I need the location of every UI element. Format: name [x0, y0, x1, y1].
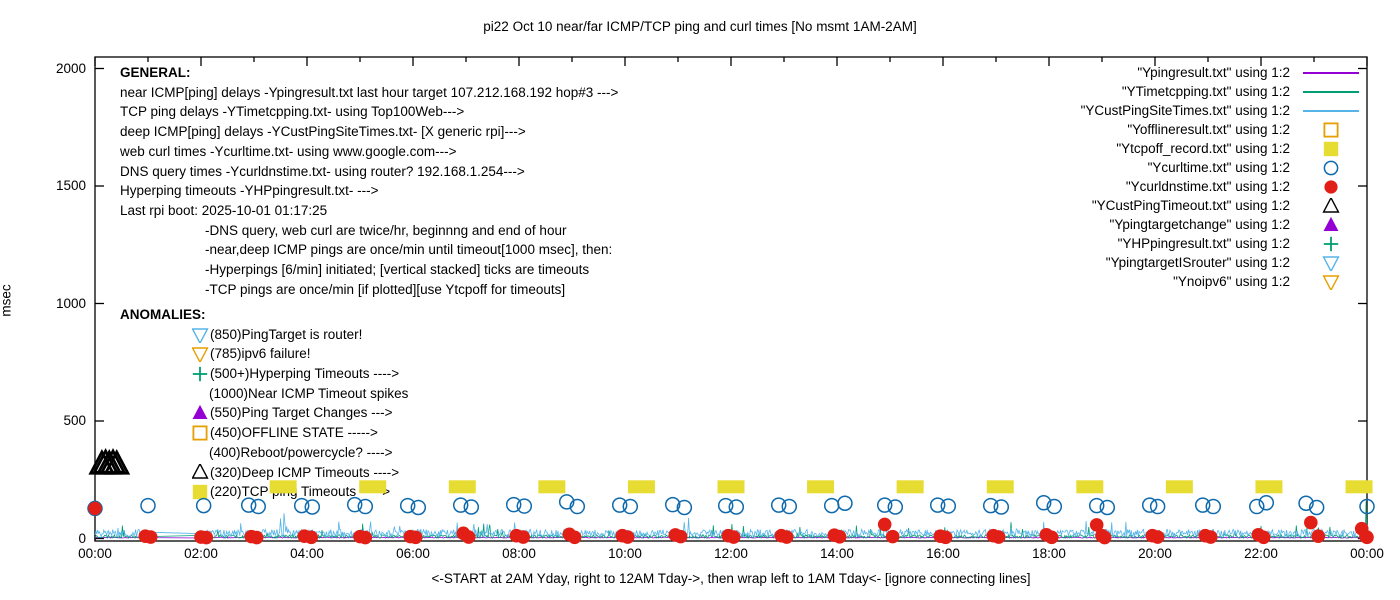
legend-label: "Ypingtargetchange" using 1:2 [1109, 217, 1290, 232]
anomaly-item: (450)OFFLINE STATE -----> [120, 423, 408, 443]
y-tick-label: 1500 [55, 178, 86, 193]
general-indented-line: -Hyperpings [6/min] initiated; [vertical… [205, 262, 590, 278]
y-tick-label: 2000 [55, 60, 86, 76]
x-tick-label: 08:00 [502, 546, 536, 561]
x-tick-label: 12:00 [714, 546, 748, 561]
general-line: deep ICMP[ping] delays -YCustPingSiteTim… [120, 124, 526, 140]
anomaly-item: (320)Deep ICMP Timeouts ----> [120, 463, 408, 483]
legend-item: "Ypingtargetchange" using 1:2 [1081, 215, 1362, 234]
anomaly-label: (785)ipv6 failure! [210, 346, 311, 362]
general-line: Hyperping timeouts -YHPpingresult.txt- -… [120, 183, 379, 199]
general-heading: GENERAL: [120, 65, 191, 80]
x-tick-label: 04:00 [290, 546, 324, 561]
legend-item: "Ycurldnstime.txt" using 1:2 [1081, 177, 1362, 196]
sq-fill-icon [192, 484, 208, 500]
anomaly-item: (550)Ping Target Changes ---> [120, 403, 408, 423]
legend-item: "YTimetcpping.txt" using 1:2 [1081, 82, 1362, 101]
legend-label: "Ycurltime.txt" using 1:2 [1147, 160, 1290, 175]
anomaly-label: (1000)Near ICMP Timeout spikes [209, 385, 409, 401]
plus-icon [192, 366, 208, 382]
y-tick-label: 500 [63, 413, 86, 428]
legend-item: "Ycurltime.txt" using 1:2 [1081, 158, 1362, 177]
legend-circ-fill-icon [1324, 179, 1338, 194]
y-tick-label: 1000 [55, 295, 86, 311]
anomaly-item: (500+)Hyperping Timeouts ----> [120, 364, 408, 384]
legend-label: "YHPpingresult.txt" using 1:2 [1117, 236, 1290, 251]
x-tick-label: 18:00 [1032, 546, 1066, 561]
anomaly-item: (850)PingTarget is router! [120, 325, 408, 345]
anomaly-item: (400)Reboot/powercycle? ----> [120, 443, 408, 463]
legend-sq-fill-icon [1323, 141, 1339, 156]
legend-circ-open-icon [1323, 160, 1339, 175]
sq-open-icon [192, 425, 208, 441]
legend-label: "Ytcpoff_record.txt" using 1:2 [1116, 141, 1290, 156]
y-tick-label: 0 [78, 530, 86, 546]
legend-item: "Ypingresult.txt" using 1:2 [1081, 63, 1362, 82]
general-line: Last rpi boot: 2025-10-01 01:17:25 [120, 202, 328, 218]
legend-label: "Ypingresult.txt" using 1:2 [1137, 65, 1290, 80]
anomalies-annotation-block: ANOMALIES: (850)PingTarget is router! (78… [120, 305, 408, 502]
anomaly-label: (850)PingTarget is router! [210, 326, 363, 342]
general-line: near ICMP[ping] delays -Ypingresult.txt … [120, 84, 619, 100]
general-line: DNS query times -Ycurldnstime.txt- using… [120, 163, 525, 179]
x-tick-label: 10:00 [608, 546, 642, 561]
general-indented-line: -TCP pings are once/min [if plotted][use… [205, 281, 566, 297]
legend-label: "Ycurldnstime.txt" using 1:2 [1125, 179, 1290, 194]
general-indented-line: -DNS query, web curl are twice/hr, begin… [205, 222, 567, 238]
x-tick-label: 14:00 [820, 546, 854, 561]
general-line: TCP ping delays -YTimetcpping.txt- using… [120, 104, 465, 120]
legend-label: "YCustPingTimeout.txt" using 1:2 [1091, 198, 1290, 213]
tri-open-icon [192, 464, 209, 480]
anomaly-label: (220)TCP ping Timeouts -----> [210, 484, 391, 500]
anomaly-label: (550)Ping Target Changes ---> [210, 405, 393, 421]
general-annotation-block: GENERAL: near ICMP[ping] delays -Ypingre… [120, 63, 618, 299]
legend-label: "YTimetcpping.txt" using 1:2 [1121, 84, 1290, 99]
legend-item: "YCustPingTimeout.txt" using 1:2 [1081, 196, 1362, 215]
legend-line-icon [1303, 109, 1359, 112]
anomaly-item: (1000)Near ICMP Timeout spikes [120, 384, 408, 404]
x-axis-label: <-START at 2AM Yday, right to 12AM Tday-… [431, 571, 1031, 586]
anomaly-item: (785)ipv6 failure! [120, 344, 408, 364]
anomaly-label: (400)Reboot/powercycle? ----> [209, 444, 393, 460]
x-tick-label: 06:00 [396, 546, 430, 561]
legend-item: "YHPpingresult.txt" using 1:2 [1081, 234, 1362, 253]
tri-fill-icon [192, 405, 208, 420]
x-tick-label: 00:00 [1350, 546, 1384, 561]
tridown-open-icon [192, 347, 209, 363]
tridown-open-icon [192, 327, 209, 343]
legend-item: "YpingtargetISrouter" using 1:2 [1081, 253, 1362, 272]
plot-legend: "Ypingresult.txt" using 1:2 "YTimetcpping… [1081, 63, 1362, 291]
legend-item: "YCustPingSiteTimes.txt" using 1:2 [1081, 101, 1362, 120]
legend-label: "Ynoipv6" using 1:2 [1173, 274, 1290, 289]
legend-label: "YCustPingSiteTimes.txt" using 1:2 [1080, 103, 1290, 118]
legend-tri-open-icon [1322, 197, 1340, 213]
legend-item: "Yofflineresult.txt" using 1:2 [1081, 120, 1362, 139]
legend-item: "Ytcpoff_record.txt" using 1:2 [1081, 139, 1362, 158]
legend-label: "Yofflineresult.txt" using 1:2 [1127, 122, 1290, 137]
general-line: web curl times -Ycurltime.txt- using www… [120, 143, 457, 159]
legend-plus-icon [1323, 236, 1339, 251]
anomalies-heading: ANOMALIES: [120, 307, 206, 322]
legend-tri-fill-icon [1323, 216, 1339, 231]
x-tick-label: 00:00 [78, 546, 112, 561]
legend-tridown-open-icon [1322, 274, 1340, 290]
anomaly-label: (320)Deep ICMP Timeouts ----> [210, 464, 400, 480]
x-tick-label: 16:00 [926, 546, 960, 561]
x-tick-label: 02:00 [184, 546, 218, 561]
general-indented-line: -near,deep ICMP pings are once/min until… [205, 242, 613, 258]
legend-line-icon [1303, 90, 1359, 93]
legend-line-icon [1303, 71, 1359, 74]
legend-sq-open-icon [1323, 121, 1339, 137]
x-tick-label: 20:00 [1138, 546, 1172, 561]
anomaly-item: (220)TCP ping Timeouts -----> [120, 482, 408, 502]
chart-title: pi22 Oct 10 near/far ICMP/TCP ping and c… [483, 19, 917, 34]
anomaly-label: (500+)Hyperping Timeouts ----> [210, 366, 400, 382]
legend-tridown-open-icon [1322, 255, 1340, 271]
anomaly-label: (450)OFFLINE STATE -----> [210, 425, 378, 441]
legend-label: "YpingtargetISrouter" using 1:2 [1105, 255, 1290, 270]
x-tick-label: 22:00 [1244, 546, 1278, 561]
legend-item: "Ynoipv6" using 1:2 [1081, 272, 1362, 291]
